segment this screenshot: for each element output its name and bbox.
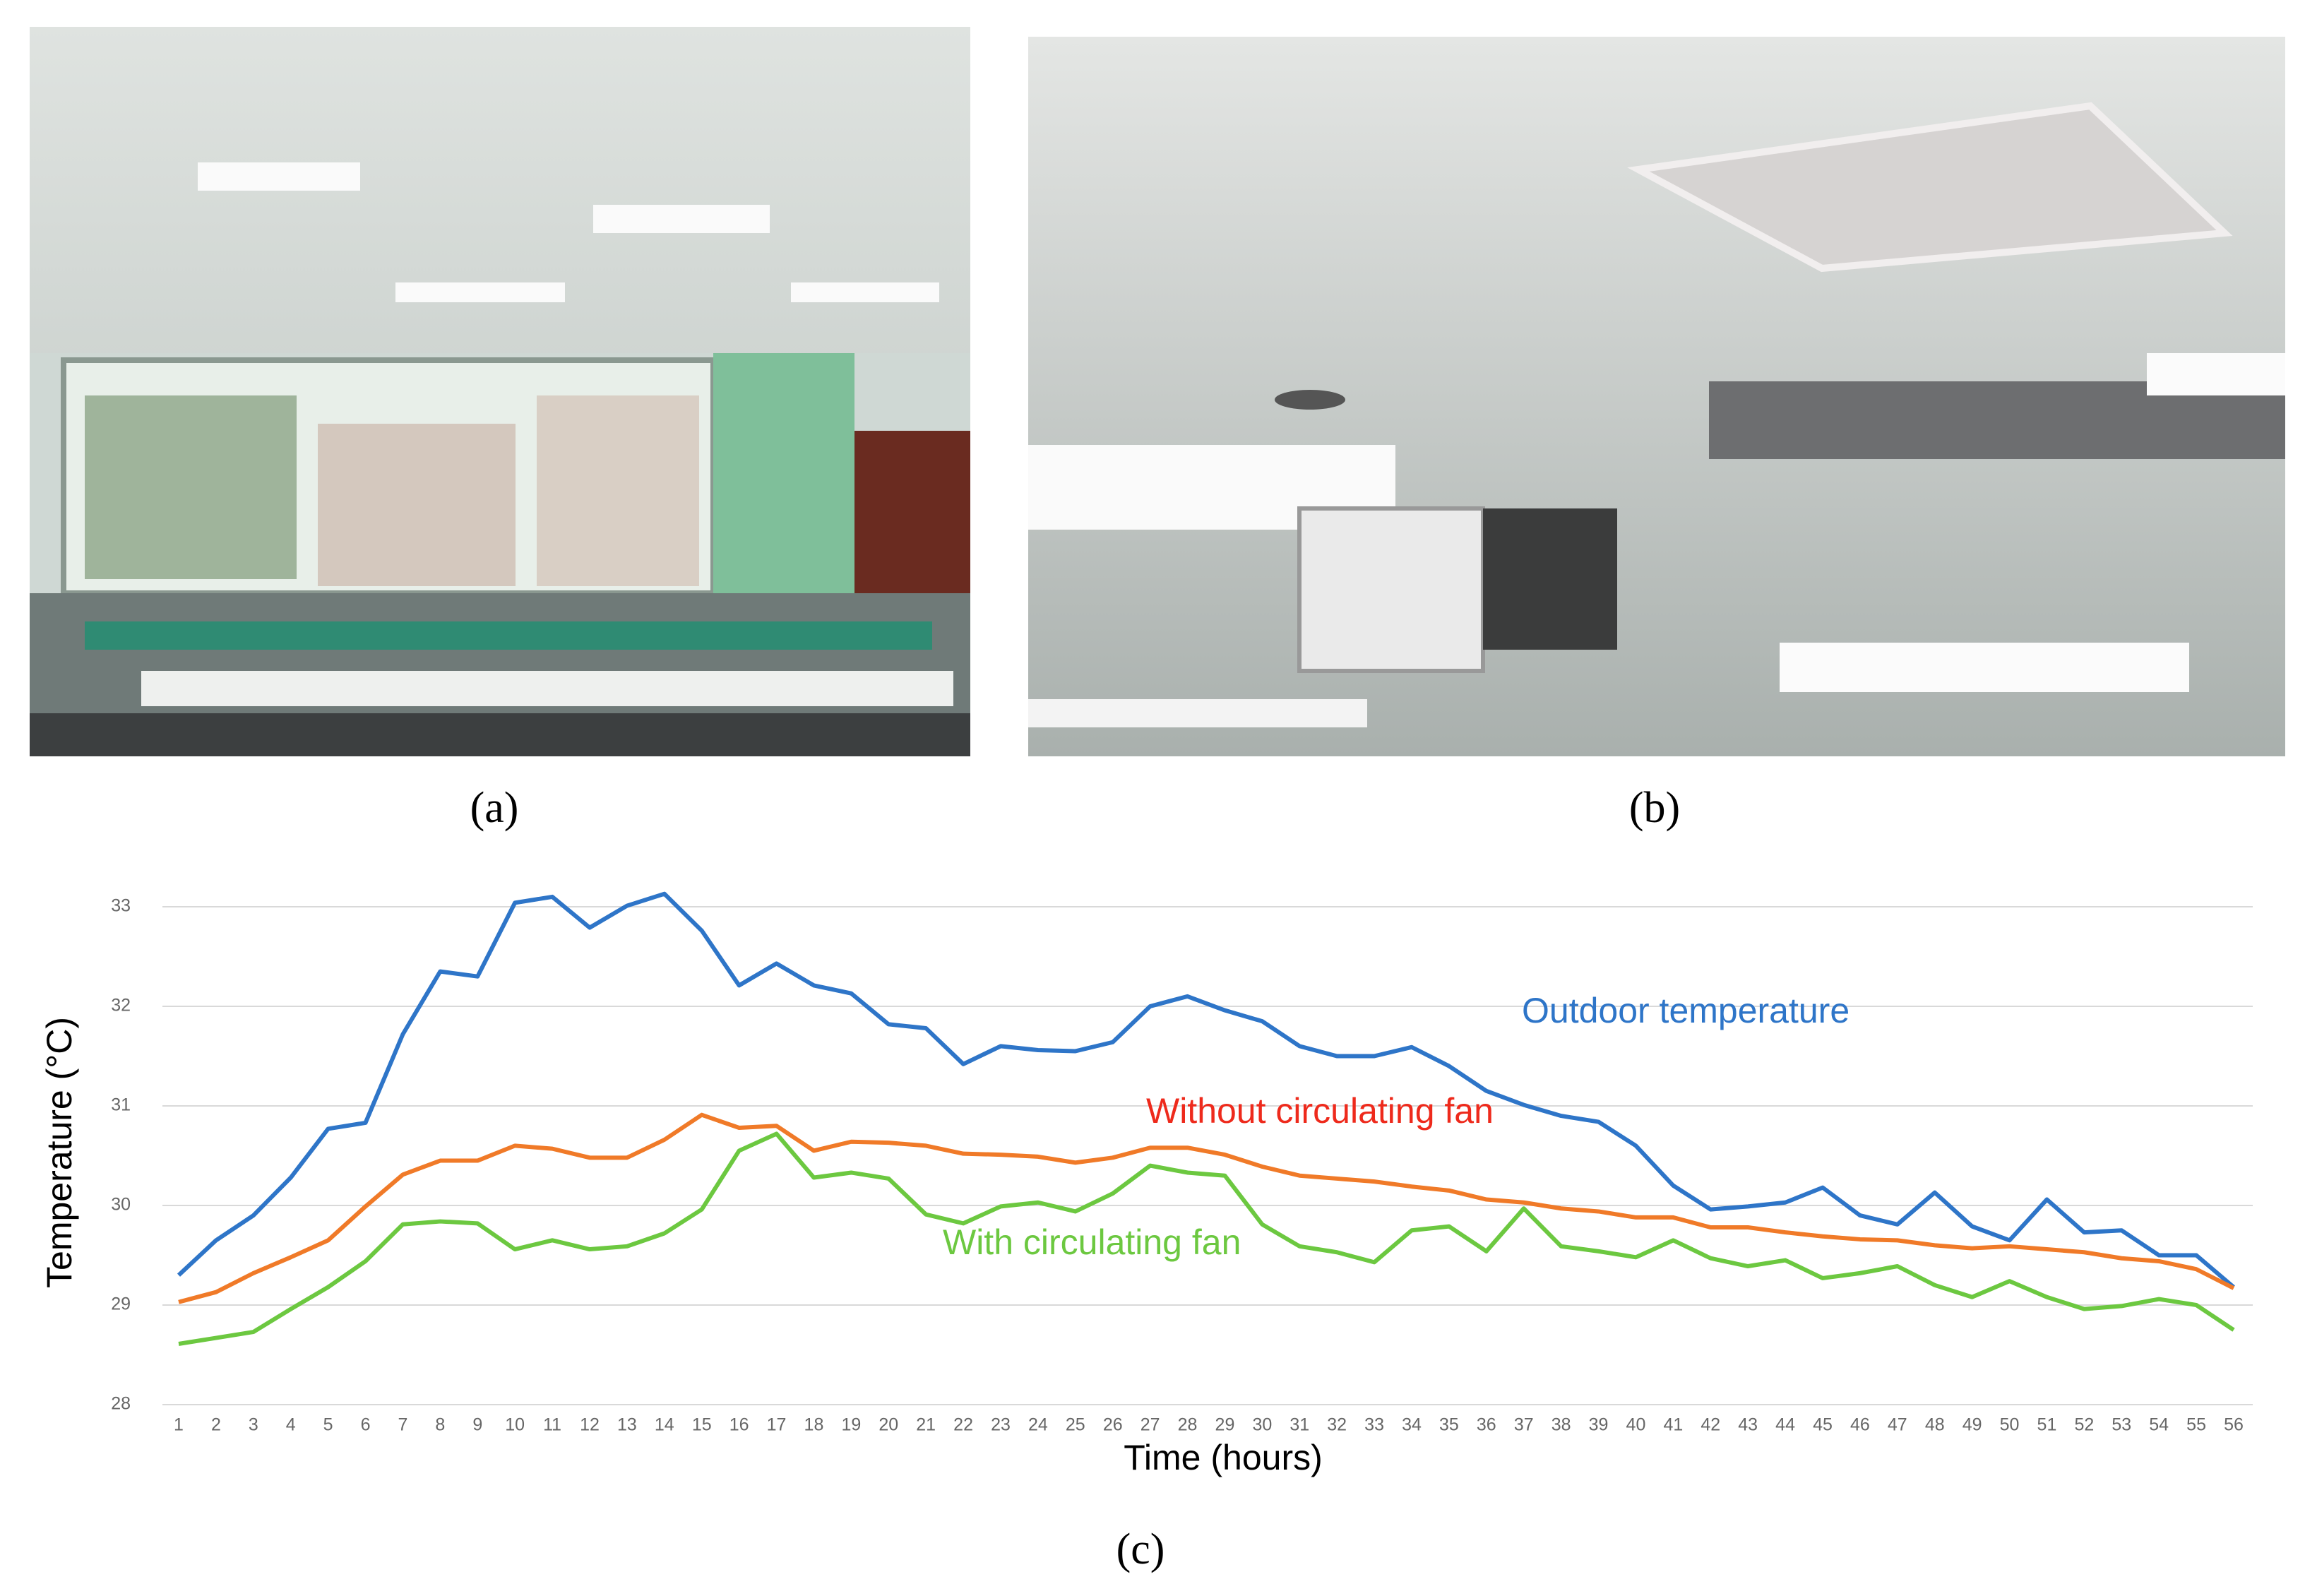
chart: Time (hours) Temperature (°C) 2829303132…	[40, 891, 2253, 1477]
x-tick-label: 36	[1477, 1415, 1496, 1435]
x-tick-label: 22	[953, 1415, 973, 1435]
x-tick-label: 12	[580, 1415, 600, 1435]
x-tick-label: 26	[1103, 1415, 1123, 1435]
x-tick-label: 38	[1551, 1415, 1571, 1435]
series-line	[178, 1131, 2235, 1346]
x-tick-label: 21	[916, 1415, 936, 1435]
x-tick-label: 11	[543, 1415, 561, 1435]
x-tick-label: 56	[2224, 1415, 2244, 1435]
photo-ceiling	[1028, 37, 2285, 756]
panel-label: (a)	[470, 784, 519, 832]
series-line	[178, 1112, 2235, 1304]
x-tick-label: 46	[1850, 1415, 1870, 1435]
x-tick-label: 33	[1364, 1415, 1384, 1435]
x-tick-label: 54	[2149, 1415, 2169, 1435]
x-tick-label: 39	[1589, 1415, 1609, 1435]
x-tick-label: 10	[505, 1415, 525, 1435]
x-tick-label: 43	[1738, 1415, 1758, 1435]
panel-label: (b)	[1629, 784, 1680, 832]
x-tick-label: 5	[323, 1415, 333, 1435]
y-tick-label: 28	[111, 1394, 131, 1414]
x-tick-label: 41	[1663, 1415, 1683, 1435]
x-tick-label: 48	[1925, 1415, 1945, 1435]
x-tick-label: 45	[1813, 1415, 1833, 1435]
panel-label: (c)	[1116, 1525, 1165, 1573]
series-label: Without circulating fan	[1146, 1091, 1494, 1131]
y-tick-label: 32	[111, 996, 131, 1016]
x-tick-label: 9	[472, 1415, 482, 1435]
x-tick-label: 30	[1252, 1415, 1272, 1435]
x-tick-label: 23	[991, 1415, 1011, 1435]
x-tick-label: 6	[361, 1415, 371, 1435]
x-tick-label: 52	[2074, 1415, 2094, 1435]
y-tick-label: 33	[111, 896, 131, 916]
series-label: With circulating fan	[943, 1222, 1241, 1262]
x-tick-label: 15	[692, 1415, 712, 1435]
x-tick-label: 25	[1066, 1415, 1085, 1435]
x-tick-label: 28	[1178, 1415, 1198, 1435]
x-tick-label: 53	[2112, 1415, 2131, 1435]
x-tick-label: 14	[655, 1415, 674, 1435]
x-tick-label: 3	[249, 1415, 258, 1435]
x-tick-label: 31	[1290, 1415, 1309, 1435]
x-tick-label: 50	[2000, 1415, 2020, 1435]
x-tick-label: 44	[1775, 1415, 1795, 1435]
series-label: Outdoor temperature	[1522, 991, 1850, 1030]
x-tick-label: 32	[1327, 1415, 1347, 1435]
y-tick-label: 29	[111, 1294, 131, 1314]
x-tick-label: 51	[2037, 1415, 2057, 1435]
x-tick-label: 18	[804, 1415, 824, 1435]
x-tick-label: 17	[767, 1415, 787, 1435]
x-tick-label: 24	[1028, 1415, 1048, 1435]
x-tick-label: 37	[1514, 1415, 1534, 1435]
x-tick-label: 8	[435, 1415, 445, 1435]
series-line	[177, 891, 2235, 1289]
x-tick-label: 13	[617, 1415, 637, 1435]
x-tick-label: 27	[1140, 1415, 1160, 1435]
x-tick-label: 4	[286, 1415, 296, 1435]
y-axis-title: Temperature (°C)	[40, 1017, 79, 1288]
x-tick-label: 35	[1439, 1415, 1459, 1435]
y-tick-label: 30	[111, 1195, 131, 1215]
x-axis-title: Time (hours)	[1124, 1438, 1323, 1477]
y-tick-label: 31	[111, 1095, 131, 1115]
x-tick-label: 19	[841, 1415, 861, 1435]
x-tick-label: 49	[1962, 1415, 1982, 1435]
x-tick-label: 20	[878, 1415, 898, 1435]
x-tick-label: 16	[729, 1415, 749, 1435]
x-tick-label: 34	[1402, 1415, 1422, 1435]
x-tick-label: 1	[174, 1415, 184, 1435]
x-tick-label: 47	[1888, 1415, 1907, 1435]
x-tick-label: 7	[398, 1415, 408, 1435]
x-tick-label: 55	[2186, 1415, 2206, 1435]
photo-classroom	[30, 27, 970, 756]
x-tick-label: 29	[1215, 1415, 1235, 1435]
x-tick-label: 2	[211, 1415, 221, 1435]
x-tick-label: 40	[1626, 1415, 1646, 1435]
x-tick-label: 42	[1701, 1415, 1720, 1435]
